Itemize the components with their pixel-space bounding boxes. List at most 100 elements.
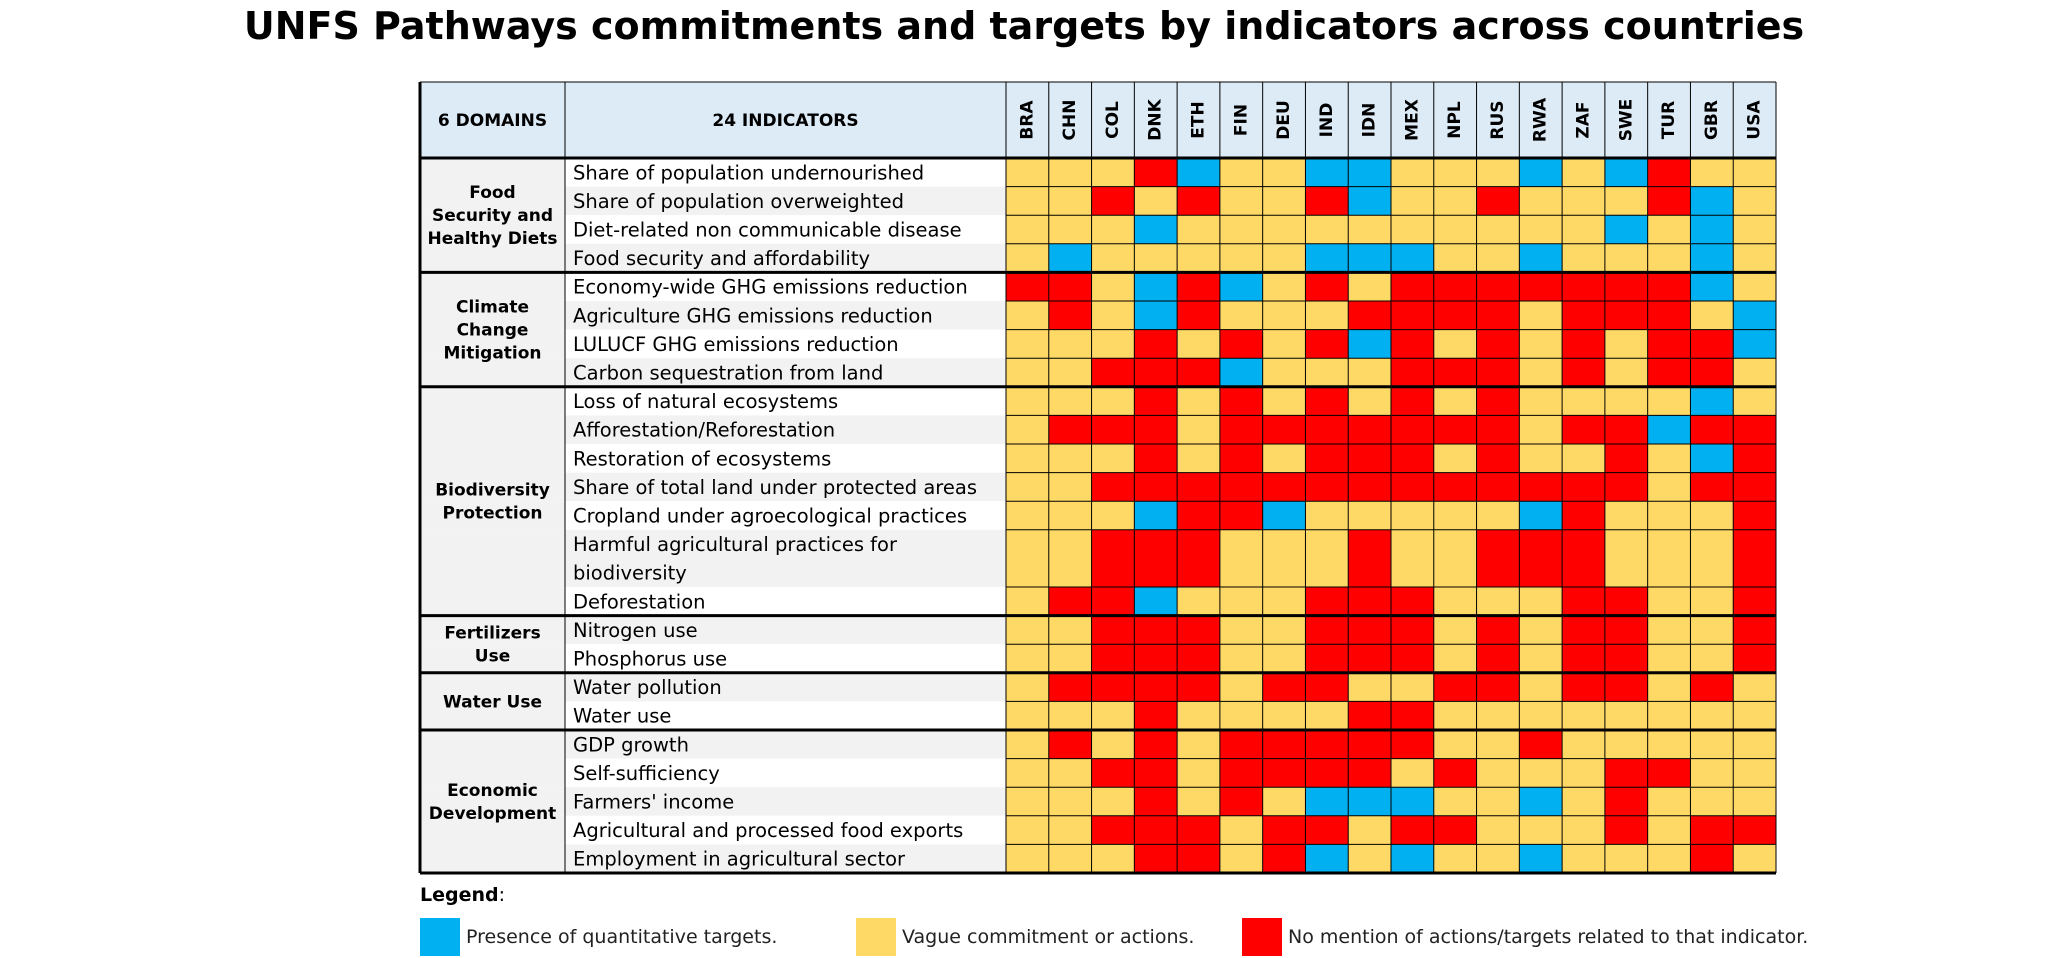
heatmap-cell bbox=[1391, 358, 1434, 387]
heatmap-cell bbox=[1391, 787, 1434, 816]
heatmap-cell bbox=[1091, 472, 1135, 502]
heatmap-cell bbox=[1562, 615, 1605, 645]
country-label: RWA bbox=[1531, 97, 1551, 142]
heatmap-cell bbox=[1134, 215, 1178, 244]
heatmap-cell bbox=[1219, 672, 1263, 702]
heatmap-cell bbox=[1519, 243, 1563, 273]
heatmap-cell bbox=[1433, 501, 1477, 530]
heatmap-cell bbox=[1091, 529, 1135, 587]
domain-cell-bg bbox=[420, 358, 565, 387]
indicator-label: Economy-wide GHG emissions reduction bbox=[573, 276, 968, 299]
heatmap-cell bbox=[1305, 215, 1349, 244]
heatmap-cell bbox=[1733, 329, 1776, 359]
heatmap-cell bbox=[1091, 358, 1135, 387]
heatmap-cell bbox=[1048, 787, 1092, 816]
heatmap-cell bbox=[1348, 701, 1391, 730]
indicator-label: LULUCF GHG emissions reduction bbox=[573, 333, 899, 356]
heatmap-cell bbox=[1562, 215, 1605, 244]
heatmap-cell bbox=[1476, 358, 1520, 387]
heatmap-cell bbox=[1006, 186, 1049, 216]
heatmap-cell bbox=[1604, 386, 1648, 416]
heatmap-cell bbox=[1433, 844, 1477, 873]
domain-cell-bg bbox=[420, 787, 565, 816]
heatmap-cell bbox=[1391, 158, 1434, 187]
heatmap-cell bbox=[1134, 587, 1178, 616]
heatmap-cell bbox=[1476, 529, 1520, 587]
heatmap-cell bbox=[1219, 186, 1263, 216]
heatmap-cell bbox=[1091, 758, 1135, 788]
heatmap-cell bbox=[1604, 672, 1648, 702]
heatmap-cell bbox=[1305, 644, 1349, 673]
chart-title: UNFS Pathways commitments and targets by… bbox=[243, 4, 1805, 48]
heatmap-cell bbox=[1305, 844, 1349, 873]
country-label: TUR bbox=[1659, 101, 1679, 140]
heatmap-cell bbox=[1219, 415, 1263, 444]
heatmap-cell bbox=[1006, 644, 1049, 673]
legend-swatch-red bbox=[1242, 918, 1282, 956]
heatmap-cell bbox=[1733, 529, 1776, 587]
heatmap-cell bbox=[1006, 701, 1049, 730]
heatmap-cell bbox=[1604, 243, 1648, 273]
heatmap-cell bbox=[1562, 243, 1605, 273]
heatmap-cell bbox=[1476, 615, 1520, 645]
indicator-cell-bg bbox=[565, 787, 1006, 816]
heatmap-cell bbox=[1519, 758, 1563, 788]
domain-label: Development bbox=[429, 804, 556, 824]
domain-cell-bg bbox=[420, 301, 565, 330]
heatmap-cell bbox=[1604, 329, 1648, 359]
heatmap-cell bbox=[1305, 758, 1349, 788]
indicator-label: biodiversity bbox=[573, 562, 687, 585]
heatmap-cell bbox=[1348, 301, 1391, 330]
indicator-cell-bg bbox=[565, 272, 1006, 301]
indicator-cell-bg bbox=[565, 329, 1006, 359]
domain-cell-bg bbox=[420, 701, 565, 730]
heatmap-cell bbox=[1006, 615, 1049, 645]
heatmap-cell bbox=[1219, 301, 1263, 330]
heatmap-cell bbox=[1006, 415, 1049, 444]
indicator-cell-bg bbox=[565, 501, 1006, 530]
indicator-cell-bg bbox=[565, 415, 1006, 444]
heatmap-cell bbox=[1134, 386, 1178, 416]
heatmap-cell bbox=[1048, 158, 1092, 187]
heatmap-cell bbox=[1391, 730, 1434, 759]
heatmap-cell bbox=[1604, 472, 1648, 502]
heatmap-cell bbox=[1262, 501, 1306, 530]
country-label: DNK bbox=[1146, 98, 1166, 140]
heatmap-cell bbox=[1391, 844, 1434, 873]
heatmap-cell bbox=[1305, 186, 1349, 216]
indicator-label: Cropland under agroecological practices bbox=[573, 505, 967, 528]
heatmap-cell bbox=[1177, 644, 1220, 673]
heatmap-cell bbox=[1604, 615, 1648, 645]
heatmap-cell bbox=[1391, 243, 1434, 273]
heatmap-cell bbox=[1134, 730, 1178, 759]
heatmap-cell bbox=[1690, 701, 1734, 730]
heatmap-cell bbox=[1476, 758, 1520, 788]
heatmap-cell bbox=[1562, 672, 1605, 702]
heatmap-cell bbox=[1305, 301, 1349, 330]
domain-label: Water Use bbox=[443, 692, 542, 712]
heatmap-chart: 6 DOMAINS 24 INDICATORS BRA CHN COL DNK ETH FIN… bbox=[418, 81, 1777, 875]
heatmap-cell bbox=[1519, 215, 1563, 244]
heatmap-cell bbox=[1647, 272, 1691, 301]
heatmap-cell bbox=[1690, 672, 1734, 702]
heatmap-cell bbox=[1348, 158, 1391, 187]
heatmap-cell bbox=[1433, 415, 1477, 444]
country-label: SWE bbox=[1616, 99, 1636, 142]
heatmap-cell bbox=[1733, 730, 1776, 759]
heatmap-cell bbox=[1733, 301, 1776, 330]
heatmap-cell bbox=[1262, 730, 1306, 759]
heatmap-cell bbox=[1177, 587, 1220, 616]
legend-label-vague: Vague commitment or actions. bbox=[902, 926, 1195, 948]
heatmap-cell bbox=[1262, 272, 1306, 301]
domain-cell-bg bbox=[420, 587, 565, 616]
heatmap-cell bbox=[1348, 186, 1391, 216]
heatmap-cell bbox=[1348, 358, 1391, 387]
heatmap-cell bbox=[1177, 701, 1220, 730]
heatmap-cell bbox=[1476, 243, 1520, 273]
heatmap-cell bbox=[1134, 444, 1178, 473]
indicator-label: Employment in agricultural sector bbox=[573, 848, 906, 871]
heatmap-cell bbox=[1048, 815, 1092, 845]
heatmap-cell bbox=[1604, 272, 1648, 301]
heatmap-cell bbox=[1219, 529, 1263, 587]
heatmap-cell bbox=[1733, 272, 1776, 301]
